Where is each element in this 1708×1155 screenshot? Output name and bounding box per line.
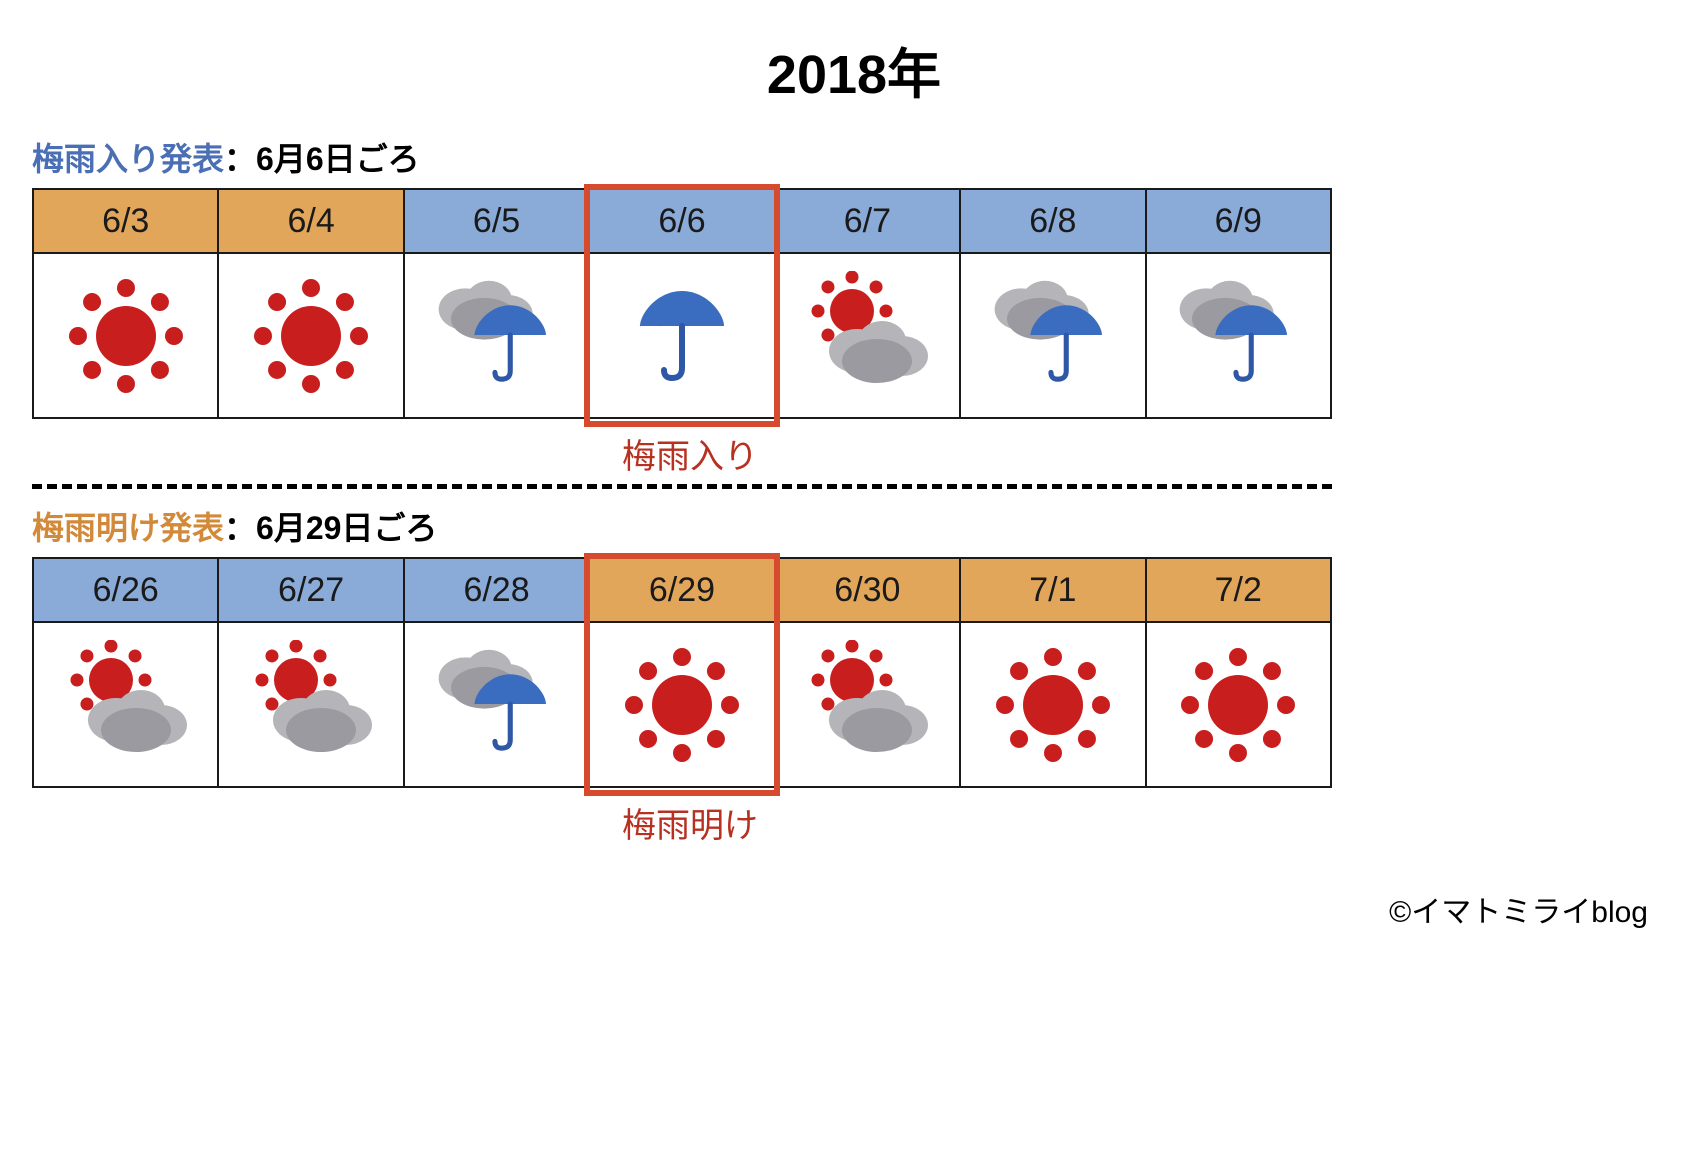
date-cell: 7/1 <box>960 558 1145 622</box>
date-cell: 6/4 <box>218 189 403 253</box>
sun_cloud-icon <box>219 623 402 786</box>
weather-cell <box>775 622 960 787</box>
page-title: 2018年 <box>20 30 1688 109</box>
date-cell: 6/30 <box>775 558 960 622</box>
end-announce-date: ：6月29日ごろ <box>224 510 437 546</box>
end-date-row: 6/266/276/286/296/307/17/2 <box>33 558 1331 622</box>
cloud_rain-icon <box>405 623 588 786</box>
sun-icon <box>219 254 402 417</box>
date-cell: 6/3 <box>33 189 218 253</box>
sun_cloud-icon <box>776 623 959 786</box>
date-cell: 6/29 <box>589 558 774 622</box>
start-section-label: 梅雨入り発表：6月6日ごろ <box>32 134 1688 180</box>
weather-cell <box>404 622 589 787</box>
date-cell: 6/26 <box>33 558 218 622</box>
weather-cell <box>404 253 589 418</box>
sun-icon <box>961 623 1144 786</box>
start-weather-table: 6/36/46/56/66/76/86/9 <box>32 188 1332 419</box>
weather-cell <box>218 253 403 418</box>
weather-cell <box>33 253 218 418</box>
rain-icon <box>590 254 773 417</box>
weather-cell <box>1146 622 1331 787</box>
weather-cell <box>589 253 774 418</box>
section-divider <box>32 484 1332 489</box>
weather-cell <box>1146 253 1331 418</box>
sun_cloud-icon <box>776 254 959 417</box>
start-highlight-label: 梅雨入り <box>32 429 1332 478</box>
sun_cloud-icon <box>34 623 217 786</box>
sun-icon <box>590 623 773 786</box>
weather-cell <box>218 622 403 787</box>
end-icon-row <box>33 622 1331 787</box>
weather-cell <box>960 253 1145 418</box>
end-section-label: 梅雨明け発表：6月29日ごろ <box>32 503 1688 549</box>
weather-cell <box>589 622 774 787</box>
start-announce-date: ：6月6日ごろ <box>224 141 420 177</box>
date-cell: 6/7 <box>775 189 960 253</box>
cloud_rain-icon <box>405 254 588 417</box>
weather-cell <box>33 622 218 787</box>
sun-icon <box>1147 623 1330 786</box>
start-date-row: 6/36/46/56/66/76/86/9 <box>33 189 1331 253</box>
end-weather-table: 6/266/276/286/296/307/17/2 <box>32 557 1332 788</box>
cloud_rain-icon <box>961 254 1144 417</box>
date-cell: 6/8 <box>960 189 1145 253</box>
cloud_rain-icon <box>1147 254 1330 417</box>
date-cell: 6/28 <box>404 558 589 622</box>
date-cell: 6/5 <box>404 189 589 253</box>
weather-cell <box>775 253 960 418</box>
weather-cell <box>960 622 1145 787</box>
end-highlight-label: 梅雨明け <box>32 798 1332 847</box>
start-icon-row <box>33 253 1331 418</box>
date-cell: 6/6 <box>589 189 774 253</box>
date-cell: 6/27 <box>218 558 403 622</box>
sun-icon <box>34 254 217 417</box>
end-announce-label: 梅雨明け発表 <box>32 510 224 546</box>
date-cell: 6/9 <box>1146 189 1331 253</box>
start-announce-label: 梅雨入り発表 <box>32 141 224 177</box>
credit-text: ©イマトミライblog <box>20 887 1688 931</box>
date-cell: 7/2 <box>1146 558 1331 622</box>
